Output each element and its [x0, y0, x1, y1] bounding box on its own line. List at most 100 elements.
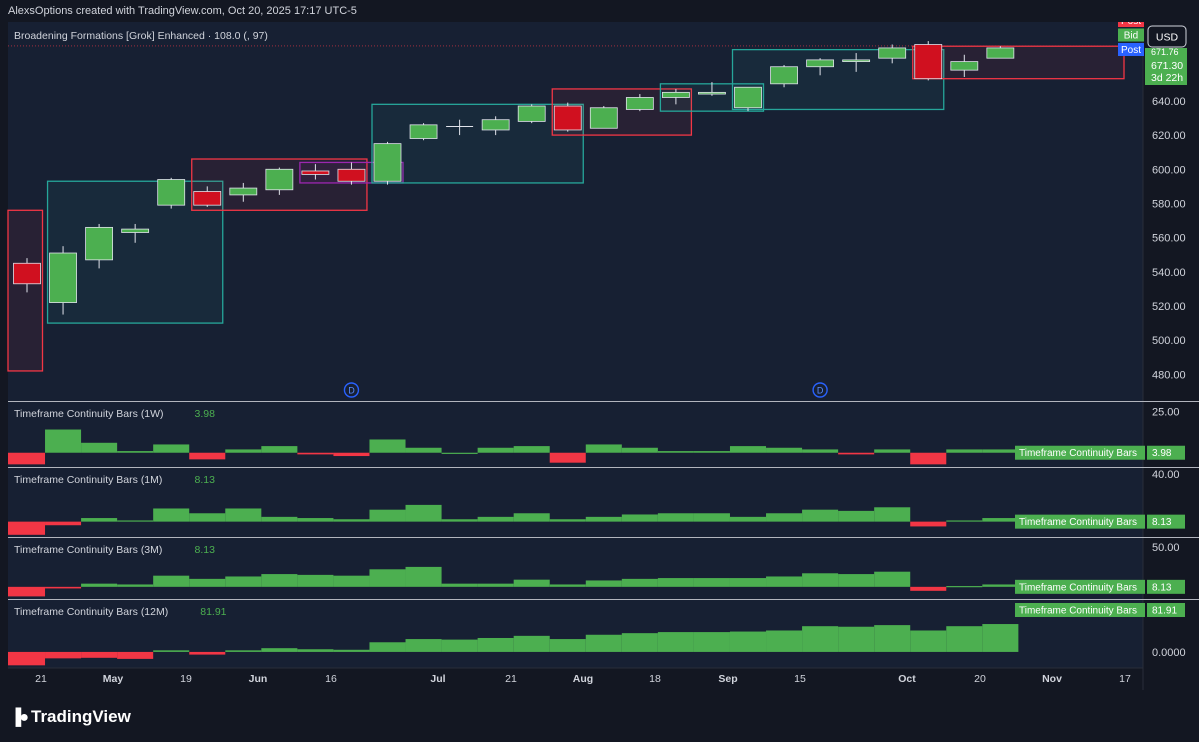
currency-label: USD: [1156, 32, 1179, 44]
tcb-bar-positive: [225, 508, 262, 522]
tcb-bar-positive: [657, 578, 694, 587]
tcb-bar-negative: [549, 452, 586, 463]
tcb-bar-positive: [117, 584, 154, 587]
tcb-bar-positive: [261, 648, 298, 652]
pane-tick-label: 50.00: [1152, 542, 1180, 554]
candle-up: [842, 59, 871, 62]
series-label-name: Timeframe Continuity Bars: [1019, 582, 1137, 593]
time-tick-label: Jun: [249, 673, 268, 685]
tcb-bar-negative: [189, 651, 226, 655]
tcb-bar-positive: [405, 639, 442, 652]
tcb-bar-positive: [802, 449, 839, 453]
tcb-bar-positive: [982, 518, 1019, 522]
tcb-bar-positive: [369, 509, 406, 522]
tcb-bar-negative: [8, 651, 46, 666]
tcb-bar-positive: [369, 439, 406, 453]
attribution-bar: AlexsOptions created with TradingView.co…: [0, 0, 1199, 22]
tradingview-logo-icon: ▐●: [10, 709, 29, 726]
attribution-text: AlexsOptions created with TradingView.co…: [8, 5, 357, 17]
candle-up: [878, 47, 907, 59]
tcb-bar-positive: [802, 626, 839, 652]
tcb-bar-positive: [693, 632, 730, 652]
tcb-bar-positive: [585, 634, 622, 652]
tcb-bar-positive: [874, 571, 911, 587]
tcb-bar-positive: [441, 519, 478, 522]
pane-value: 8.13: [195, 474, 216, 486]
series-value-badge: [1147, 514, 1185, 529]
candle-up: [121, 228, 150, 233]
tcb-bar-positive: [838, 574, 875, 587]
last-price-label: 671.30: [1151, 60, 1183, 72]
tcb-bar-positive: [81, 442, 118, 453]
tcb-bar-negative: [297, 452, 334, 455]
tcb-bar-negative: [81, 651, 118, 658]
tcb-bar-positive: [333, 519, 370, 522]
tcb-bar-positive: [261, 516, 298, 522]
tcb-bar-positive: [982, 449, 1019, 453]
tcb-bar-positive: [657, 632, 694, 652]
tcb-bar-positive: [585, 516, 622, 522]
time-tick-label: Aug: [573, 673, 593, 685]
tcb-bar-positive: [513, 446, 550, 453]
footer: ▐● TradingView: [0, 690, 1199, 742]
candle-up: [481, 119, 510, 131]
tcb-bar-negative: [45, 651, 82, 659]
tcb-bar-positive: [982, 584, 1019, 587]
tcb-bar-positive: [441, 452, 478, 454]
tcb-bar-positive: [81, 518, 118, 522]
series-value-label: 8.13: [1152, 517, 1172, 528]
candle-up: [373, 143, 402, 182]
tcb-bar-negative: [45, 586, 82, 589]
tcb-bar-negative: [910, 586, 947, 591]
session-badge: [1118, 28, 1144, 42]
tcb-bar-positive: [729, 516, 767, 522]
tcb-bar-positive: [333, 575, 370, 587]
candle-up: [662, 91, 690, 98]
candle-up: [698, 91, 726, 95]
time-tick-label: 15: [794, 673, 806, 685]
tcb-bar-positive: [153, 650, 190, 652]
tcb-bar-positive: [838, 510, 875, 522]
tcb-bar-positive: [405, 447, 442, 453]
series-label-name: Timeframe Continuity Bars: [1019, 606, 1137, 617]
chart-canvas[interactable]: D D Broadening Formations [Grok] Enhanced …: [0, 22, 1199, 690]
price-tick-label: 640.00: [1152, 96, 1186, 108]
tcb-bar-positive: [477, 637, 514, 652]
pane-title: Timeframe Continuity Bars (1W): [14, 408, 164, 420]
series-label-badge: [1015, 603, 1145, 617]
candle-up: [770, 66, 798, 85]
tcb-bar-positive: [874, 449, 911, 453]
price-axis-area: [1143, 22, 1199, 690]
time-tick-label: Oct: [898, 673, 916, 685]
tcb-bar-positive: [297, 574, 334, 587]
tcb-bar-positive: [874, 625, 911, 652]
currency-button: [1147, 25, 1187, 48]
tcb-bar-positive: [729, 578, 767, 587]
series-value-badge: [1147, 445, 1185, 460]
formation-box: [7, 209, 44, 372]
pane-title: Timeframe Continuity Bars (12M): [14, 606, 168, 618]
tcb-bar-positive: [946, 586, 983, 588]
tcb-bar-negative: [45, 521, 82, 526]
dividend-marker-label: D: [348, 386, 355, 396]
tcb-bar-positive: [838, 626, 875, 652]
pane-value: 3.98: [195, 408, 216, 420]
tcb-bar-positive: [549, 639, 586, 652]
tcb-bar-negative: [117, 651, 154, 659]
tcb-bar-positive: [802, 573, 839, 587]
price-tick-label: 620.00: [1152, 130, 1186, 142]
tcb-bar-positive: [621, 447, 658, 453]
session-badge: [1118, 43, 1144, 56]
tcb-bar-negative: [333, 452, 370, 457]
tcb-bar-positive: [513, 635, 550, 652]
tcb-bar-positive: [693, 451, 730, 453]
candle-down: [553, 105, 582, 131]
candle-up: [157, 179, 186, 206]
time-tick-label: 21: [35, 673, 47, 685]
tcb-bar-positive: [946, 520, 983, 522]
pane-value: 8.13: [195, 544, 216, 556]
tcb-bar-positive: [729, 446, 767, 453]
tradingview-logo[interactable]: ▐● TradingView: [10, 707, 131, 727]
formation-box: [371, 103, 584, 184]
tcb-bar-positive: [477, 447, 514, 453]
